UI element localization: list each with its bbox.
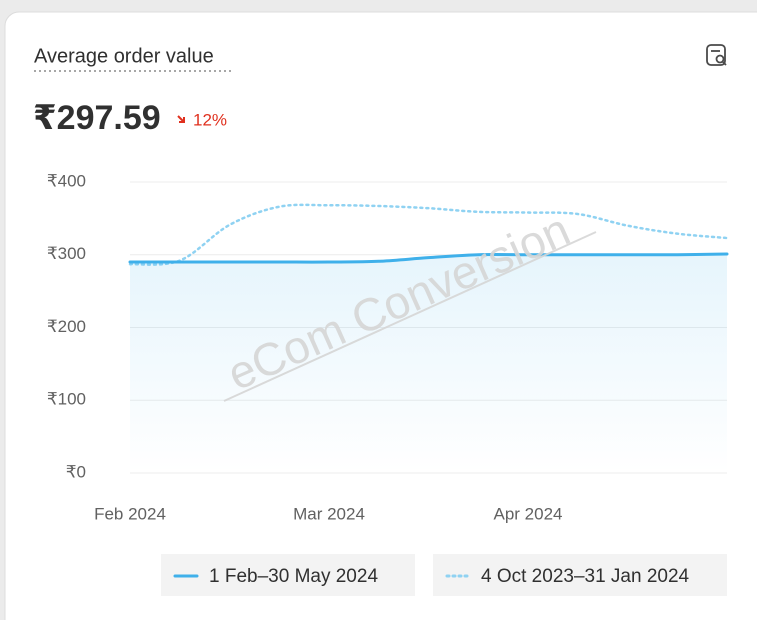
x-tick-label: Feb 2024 — [94, 504, 166, 523]
y-tick-label: ₹0 — [66, 462, 86, 481]
y-tick-label: ₹100 — [47, 390, 86, 409]
area-fill — [130, 254, 727, 473]
chart-title: Average order value — [34, 45, 214, 67]
series-line — [128, 252, 729, 264]
plot: ₹0 ₹100 ₹200 ₹300 ₹400 Feb 2024 Mar 2024 Apr 20… — [47, 171, 729, 523]
down-arrow — [177, 115, 185, 123]
legend-label: 1 Feb–30 May 2024 — [209, 566, 378, 587]
y-tick-label: ₹200 — [47, 317, 86, 336]
legend-item[interactable] — [433, 554, 727, 596]
legend: 1 Feb–30 May 2024 4 Oct 2023–31 Jan 2024 — [161, 554, 727, 596]
y-tick-label: ₹300 — [47, 244, 86, 263]
legend-label: 4 Oct 2023–31 Jan 2024 — [481, 566, 690, 587]
change-value: 12% — [193, 110, 227, 129]
watermark-line — [223, 231, 597, 402]
headline-value: ₹297.59 — [33, 99, 161, 137]
x-tick-label: Apr 2024 — [494, 504, 563, 523]
x-tick-label: Mar 2024 — [293, 504, 365, 523]
series-line — [128, 203, 729, 266]
explore-icon[interactable] — [706, 44, 727, 66]
legend-item[interactable] — [161, 554, 415, 596]
y-tick-label: ₹400 — [47, 171, 86, 190]
